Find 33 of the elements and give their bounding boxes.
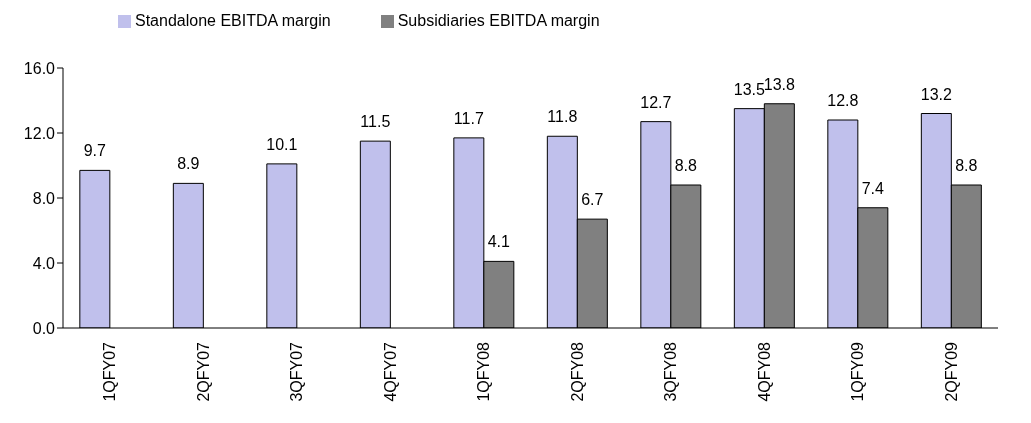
data-label: 12.7	[640, 93, 672, 111]
x-tick-label: 1QFY09	[849, 341, 867, 402]
data-label: 4.1	[487, 233, 511, 251]
y-tick-label: 0.0	[32, 319, 56, 337]
data-label: 13.8	[763, 75, 795, 93]
x-tick-label: 1QFY08	[475, 341, 493, 402]
data-label: 8.9	[177, 155, 200, 173]
x-tick-label: 3QFY07	[288, 341, 306, 402]
data-label: 6.7	[581, 191, 604, 209]
x-tick-label: 4QFY08	[755, 341, 773, 402]
x-tick-label: 2QFY09	[942, 341, 960, 402]
x-tick-label: 4QFY07	[381, 341, 399, 402]
y-tick-label: 4.0	[32, 254, 56, 272]
legend-label: Subsidiaries EBITDA margin	[397, 12, 600, 29]
data-label: 7.4	[861, 179, 885, 197]
x-tick-label: 3QFY08	[662, 341, 680, 402]
data-label: 9.7	[83, 142, 107, 160]
x-tick-label: 2QFY08	[568, 341, 586, 402]
data-label: 13.5	[733, 80, 765, 98]
y-tick-label: 12.0	[23, 124, 56, 142]
data-label: 8.8	[955, 157, 978, 174]
data-label: 8.8	[674, 157, 698, 174]
data-label: 13.2	[920, 85, 952, 103]
data-label: 11.5	[360, 113, 391, 131]
y-tick-label: 16.0	[23, 59, 56, 77]
data-label: 11.8	[547, 108, 578, 126]
x-tick-label: 2QFY07	[194, 341, 212, 402]
data-label: 11.7	[453, 109, 484, 127]
data-label: 12.8	[827, 92, 859, 109]
x-tick-label: 1QFY07	[101, 341, 119, 402]
data-label: 10.1	[266, 135, 298, 153]
legend-label: Standalone EBITDA margin	[135, 12, 331, 29]
y-tick-label: 8.0	[32, 189, 56, 207]
